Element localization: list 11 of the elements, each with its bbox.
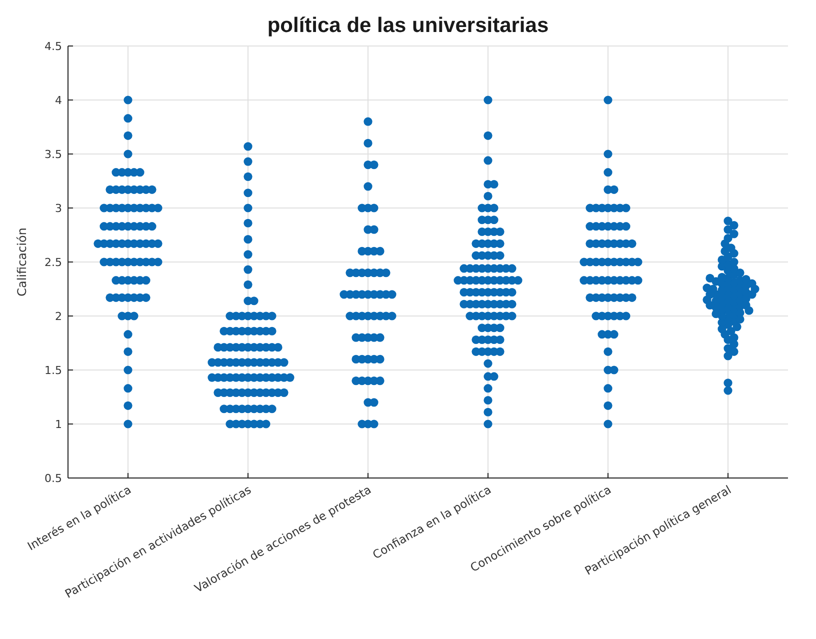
y-tick-label: 4 — [55, 94, 62, 107]
y-tick-label: 3 — [55, 202, 62, 215]
y-tick-label: 0.5 — [44, 472, 62, 485]
y-tick-label: 3.5 — [44, 148, 62, 161]
y-tick-label: 1.5 — [44, 364, 62, 377]
y-axis-title: Calificación — [15, 228, 29, 296]
y-tick-label: 2.5 — [44, 256, 62, 269]
chart-title: política de las universitarias — [267, 14, 549, 37]
y-tick-label: 2 — [55, 310, 62, 323]
y-tick-label: 4.5 — [44, 40, 62, 53]
y-tick-label: 1 — [55, 418, 62, 431]
